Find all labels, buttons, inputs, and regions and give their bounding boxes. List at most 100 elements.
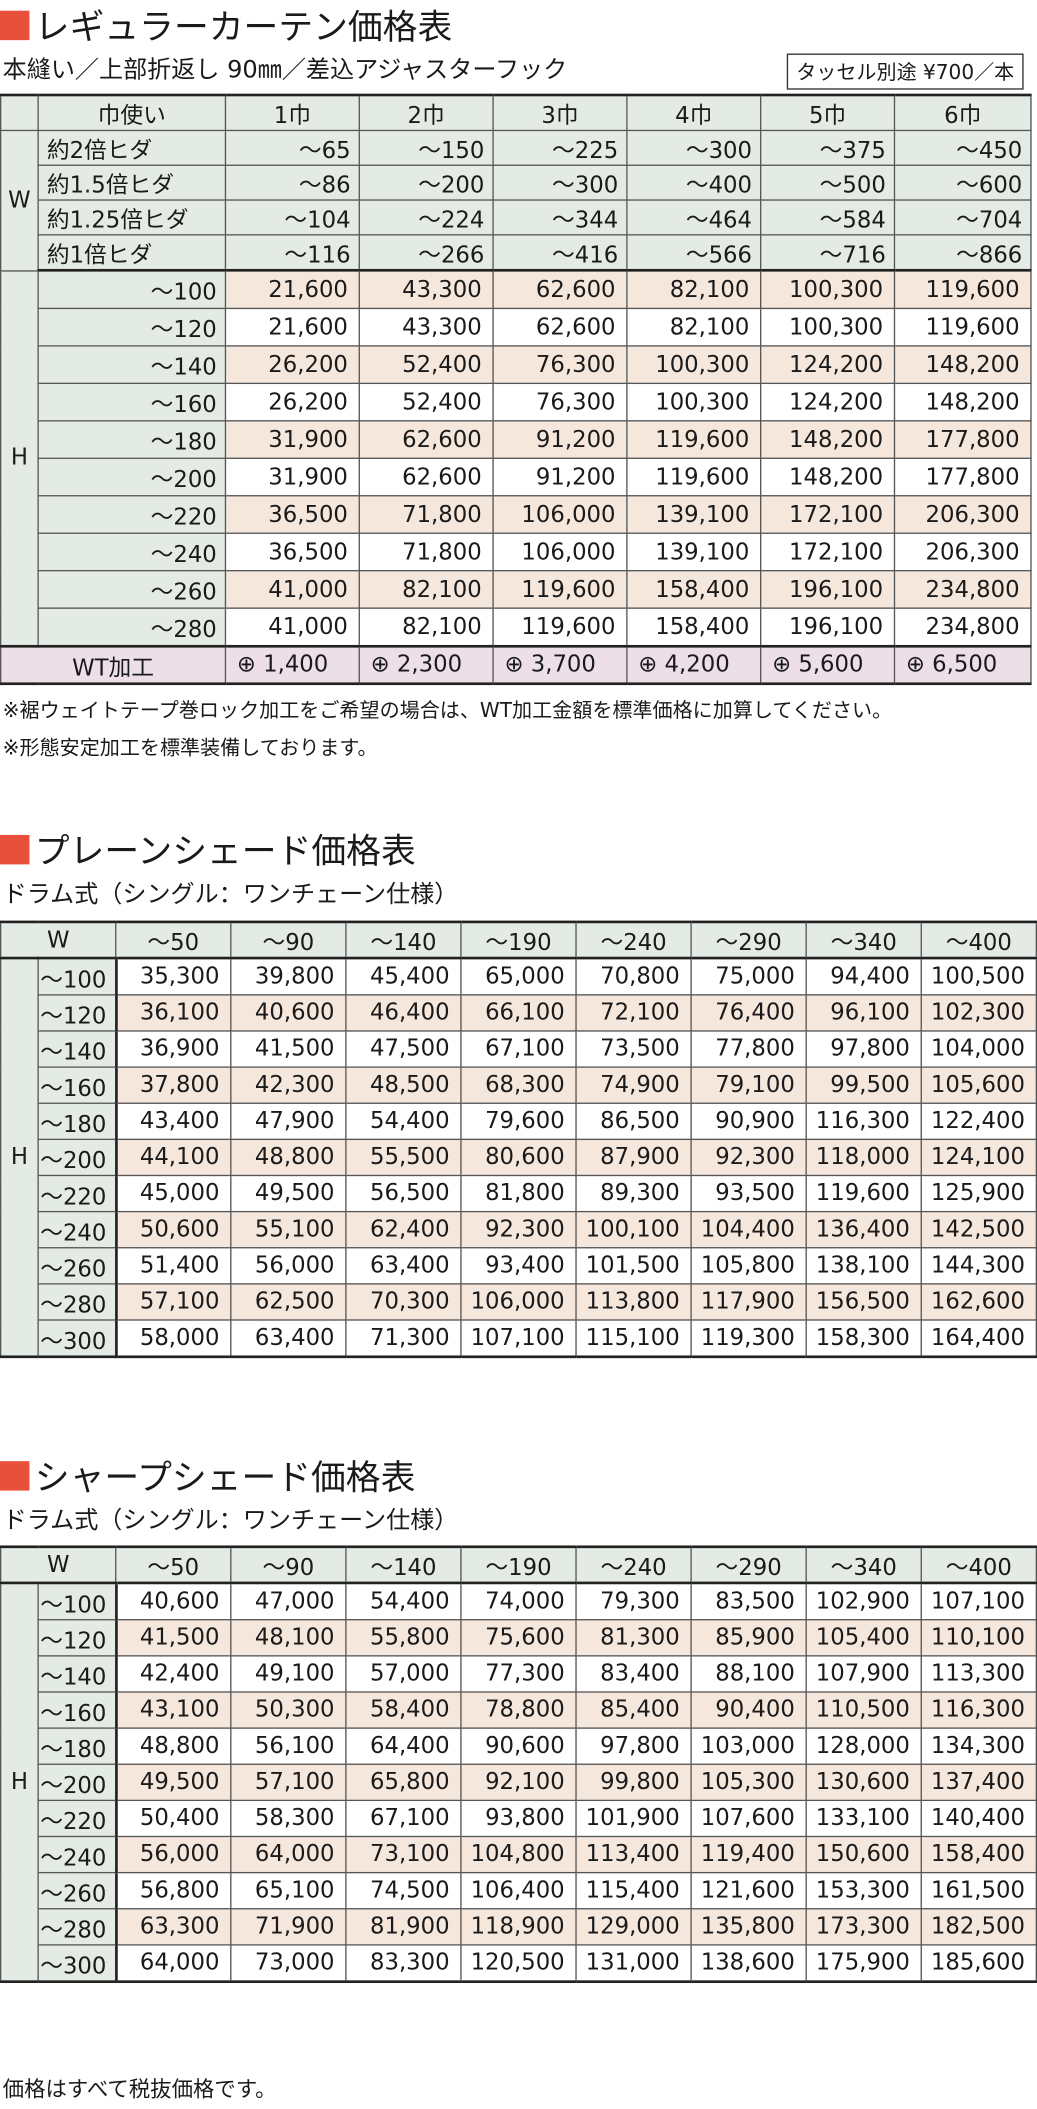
price-cell: 21,600 [224,269,360,310]
width-cell: ～704 [893,199,1032,236]
price-cell: 43,300 [358,269,494,310]
row-label: 約1倍ヒダ [37,234,227,272]
price-cell: 118,900 [460,1908,577,1946]
row-label: 約1.5倍ヒダ [37,164,227,201]
price-cell: 40,600 [230,994,347,1032]
width-cell: ～224 [358,199,494,236]
price-cell: 119,400 [690,1835,807,1874]
price-cell: 75,600 [460,1619,577,1657]
column-header: ～140 [345,1545,462,1585]
price-cell: 41,500 [230,1030,347,1068]
price-cell: 140,400 [920,1799,1037,1838]
price-cell: 121,600 [690,1871,807,1910]
price-cell: 110,100 [920,1619,1037,1657]
price-cell: 119,600 [626,457,762,497]
sharp-section-title: シャープシェード価格表 [0,1450,415,1500]
table-row: ～280 57,100 62,500 70,300 106,000 113,800 117,… [1,1283,1037,1321]
row-label: ～220 [37,495,227,534]
price-cell: 177,800 [893,457,1032,497]
price-cell: 148,200 [893,345,1032,385]
row-label: ～300 [37,1319,118,1359]
price-cell: 76,300 [492,345,628,385]
price-cell: 36,500 [224,495,360,534]
price-cell: 42,300 [230,1066,347,1104]
table-row: ～240 56,000 64,000 73,100 104,800 113,400 119,… [1,1835,1037,1874]
price-cell: 104,400 [690,1210,807,1249]
price-cell: 45,000 [115,1174,232,1213]
price-cell: 62,600 [492,269,628,310]
width-row: W 約2倍ヒダ ～65 ～150 ～225 ～300 ～375 ～450 [0,129,1032,271]
price-cell: 139,100 [626,495,762,534]
table-row: ～200 44,100 48,800 55,500 80,600 87,900 92,300… [1,1138,1037,1177]
column-header: ～400 [920,1545,1037,1585]
price-cell: 68,300 [460,1066,577,1104]
price-cell: 120,500 [460,1944,577,1983]
price-cell: 62,600 [358,457,494,497]
price-cell: 41,000 [224,570,360,609]
price-cell: 62,500 [230,1283,347,1321]
price-cell: 82,100 [358,607,494,647]
price-cell: 56,500 [345,1174,462,1213]
price-cell: 70,800 [575,957,692,996]
plain-subtitle: ドラム式（シングル：ワンチェーン仕様） [2,880,459,909]
price-cell: 206,300 [893,495,1032,534]
price-cell: 90,400 [690,1691,807,1729]
price-cell: 142,500 [920,1210,1037,1249]
width-cell: ～500 [760,164,896,201]
price-cell: 58,000 [115,1319,232,1359]
table-row: ～240 50,600 55,100 62,400 92,300 100,100 104,4… [1,1210,1037,1249]
price-cell: 130,600 [805,1763,922,1802]
table-row: ～180 31,900 62,600 91,200 119,600 148,200 177,… [1,420,1032,459]
price-cell: 76,400 [690,994,807,1032]
w-axis-label: W [0,920,117,960]
price-cell: 113,800 [575,1283,692,1321]
price-cell: 26,200 [224,345,360,385]
price-cell: 138,100 [805,1247,922,1285]
price-cell: 35,300 [115,957,232,996]
width-cell: ～200 [358,164,494,201]
price-cell: 52,400 [358,382,494,422]
plain-shade-price-table: W ～50 ～90 ～140 ～190 ～240 ～290 ～340 ～400 H ～100 35,3… [0,920,1037,1359]
price-cell: 82,100 [626,307,762,347]
price-cell: 129,000 [575,1908,692,1946]
price-cell: 31,900 [224,457,360,497]
price-cell: 48,800 [230,1138,347,1177]
row-label: ～260 [37,1247,118,1285]
width-cell: ～400 [626,164,762,201]
curtain-title-text: レギュラーカーテン価格表 [34,8,453,49]
w-axis-label: W [0,129,39,271]
price-cell: 57,000 [345,1655,462,1693]
price-cell: 50,400 [115,1799,232,1838]
price-cell: 148,200 [893,382,1032,422]
price-cell: 144,300 [920,1247,1037,1285]
sharp-title-text: シャープシェード価格表 [34,1458,416,1499]
row-label: ～260 [37,1871,118,1910]
price-cell: 56,800 [115,1871,232,1910]
price-cell: 158,400 [920,1835,1037,1874]
wt-label: WT加工 [0,644,227,686]
red-square-icon [0,834,30,864]
column-header: 4巾 [626,93,762,132]
price-cell: 74,500 [345,1871,462,1910]
price-cell: 80,600 [460,1138,577,1177]
price-cell: 48,500 [345,1066,462,1104]
price-cell: 100,100 [575,1210,692,1249]
price-cell: 196,100 [760,570,896,609]
price-cell: 71,300 [345,1319,462,1359]
column-header: ～400 [920,920,1037,960]
width-cell: ～416 [492,234,628,272]
plain-title-text: プレーンシェード価格表 [34,832,416,873]
price-cell: 31,900 [224,420,360,459]
row-label: ～220 [37,1799,118,1838]
column-header: ～290 [690,1545,807,1585]
price-cell: 89,300 [575,1174,692,1213]
price-cell: 56,000 [115,1835,232,1874]
price-cell: 105,300 [690,1763,807,1802]
price-cell: 182,500 [920,1908,1037,1946]
row-label: ～280 [37,1908,118,1946]
price-cell: 119,600 [492,570,628,609]
column-header: 5巾 [760,93,896,132]
price-cell: 119,600 [893,269,1032,310]
price-cell: 93,500 [690,1174,807,1213]
price-cell: 26,200 [224,382,360,422]
